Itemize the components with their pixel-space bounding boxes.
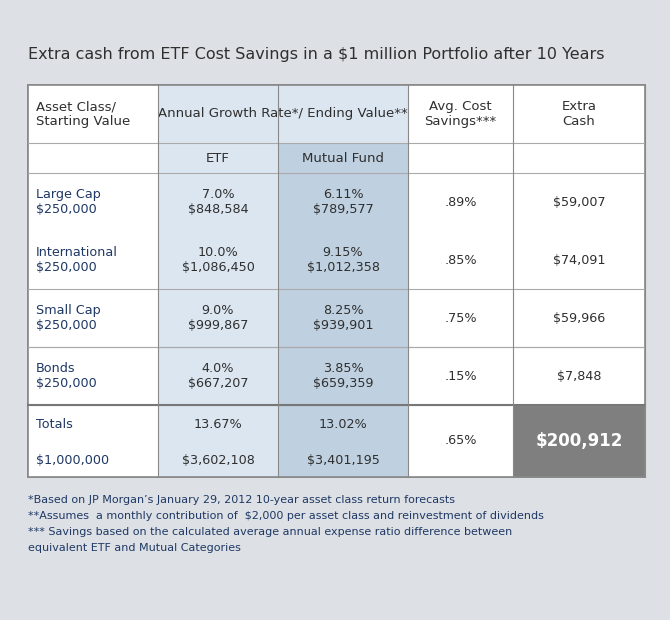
Bar [513,405,645,477]
Text: Totals: Totals [36,418,73,432]
Bar [278,405,408,477]
Text: 7.0%
$848,584: 7.0% $848,584 [188,188,249,216]
Bar [408,143,513,173]
Text: $59,007: $59,007 [553,195,605,208]
Bar [278,347,408,405]
Text: Mutual Fund: Mutual Fund [302,151,384,164]
Text: 4.0%
$667,207: 4.0% $667,207 [188,362,249,390]
Bar [513,173,645,231]
Text: Avg. Cost
Savings***: Avg. Cost Savings*** [424,100,496,128]
Bar [513,85,645,143]
Text: 9.15%
$1,012,358: 9.15% $1,012,358 [306,246,379,274]
Bar [158,143,278,173]
Text: Annual Growth Rate*/ Ending Value**: Annual Growth Rate*/ Ending Value** [158,107,408,120]
Text: *Based on JP Morgan’s January 29, 2012 10-year asset class return forecasts: *Based on JP Morgan’s January 29, 2012 1… [28,495,455,505]
Bar [513,143,645,173]
Text: $3,401,195: $3,401,195 [307,454,379,467]
Text: $59,966: $59,966 [553,311,605,324]
Bar [28,85,158,143]
Bar [408,85,513,143]
Text: **Assumes  a monthly contribution of  $2,000 per asset class and reinvestment of: **Assumes a monthly contribution of $2,0… [28,511,544,521]
Text: $200,912: $200,912 [535,432,622,450]
Bar [408,347,513,405]
Text: .85%: .85% [444,254,477,267]
Text: Small Cap
$250,000: Small Cap $250,000 [36,304,100,332]
Bar [278,289,408,347]
Text: equivalent ETF and Mutual Categories: equivalent ETF and Mutual Categories [28,543,241,553]
Text: $1,000,000: $1,000,000 [36,454,109,467]
Bar [408,405,513,477]
Bar [278,173,408,231]
Text: Extra cash from ETF Cost Savings in a $1 million Portfolio after 10 Years: Extra cash from ETF Cost Savings in a $1… [28,48,604,63]
Text: 8.25%
$939,901: 8.25% $939,901 [313,304,373,332]
Text: .15%: .15% [444,370,477,383]
Text: 10.0%
$1,086,450: 10.0% $1,086,450 [182,246,255,274]
Bar [28,289,158,347]
Bar [158,173,278,231]
Bar [158,289,278,347]
Bar [408,231,513,289]
Text: *** Savings based on the calculated average annual expense ratio difference betw: *** Savings based on the calculated aver… [28,527,513,537]
Bar [28,405,158,477]
Bar [28,231,158,289]
Text: Asset Class/
Starting Value: Asset Class/ Starting Value [36,100,130,128]
Bar [158,347,278,405]
Bar [28,85,645,477]
Bar [408,289,513,347]
Text: 9.0%
$999,867: 9.0% $999,867 [188,304,248,332]
Text: .65%: .65% [444,435,477,448]
Bar [28,347,158,405]
Text: Extra
Cash: Extra Cash [561,100,596,128]
Bar [513,289,645,347]
Text: Large Cap
$250,000: Large Cap $250,000 [36,188,101,216]
Text: $74,091: $74,091 [553,254,605,267]
Text: 13.67%: 13.67% [194,418,243,432]
Bar [278,231,408,289]
Bar [158,85,408,143]
Text: International
$250,000: International $250,000 [36,246,118,274]
Text: 13.02%: 13.02% [319,418,367,432]
Text: $3,602,108: $3,602,108 [182,454,255,467]
Text: Bonds
$250,000: Bonds $250,000 [36,362,96,390]
Bar [513,231,645,289]
Text: .75%: .75% [444,311,477,324]
Bar [278,143,408,173]
Bar [513,347,645,405]
Text: .89%: .89% [444,195,477,208]
Text: ETF: ETF [206,151,230,164]
Bar [28,143,158,173]
Bar [158,231,278,289]
Text: $7,848: $7,848 [557,370,601,383]
Bar [408,173,513,231]
Bar [158,405,278,477]
Bar [28,173,158,231]
Text: 6.11%
$789,577: 6.11% $789,577 [313,188,373,216]
Text: 3.85%
$659,359: 3.85% $659,359 [313,362,373,390]
